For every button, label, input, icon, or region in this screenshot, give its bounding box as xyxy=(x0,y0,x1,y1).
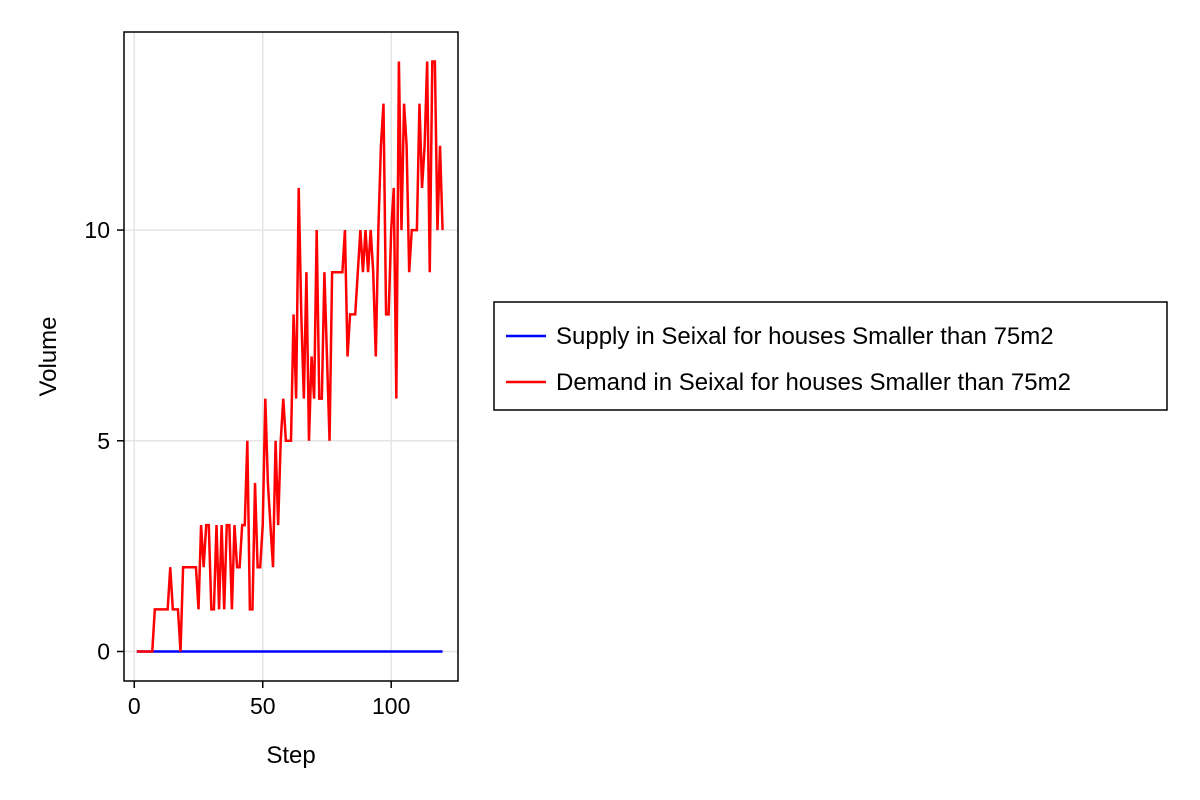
axis-ticks: 0 50 100 0 5 10 xyxy=(84,217,410,719)
series-layer xyxy=(136,60,444,653)
grid-lines xyxy=(124,32,458,681)
x-tick-label: 100 xyxy=(372,693,410,719)
legend-label-demand: Demand in Seixal for houses Smaller than… xyxy=(556,369,1071,396)
legend-box xyxy=(493,301,1168,411)
y-tick-label: 10 xyxy=(84,217,110,243)
x-axis-title: Step xyxy=(266,742,315,769)
y-tick-label: 0 xyxy=(97,639,110,665)
plot-frame xyxy=(123,31,459,682)
x-tick-label: 50 xyxy=(250,693,276,719)
legend: Supply in Seixal for houses Smaller than… xyxy=(493,301,1168,411)
x-tick-label: 0 xyxy=(128,693,141,719)
y-axis-title: Volume xyxy=(35,316,62,396)
series-line-demand xyxy=(136,60,444,653)
legend-label-supply: Supply in Seixal for houses Smaller than… xyxy=(556,323,1054,350)
y-tick-label: 5 xyxy=(97,428,110,454)
